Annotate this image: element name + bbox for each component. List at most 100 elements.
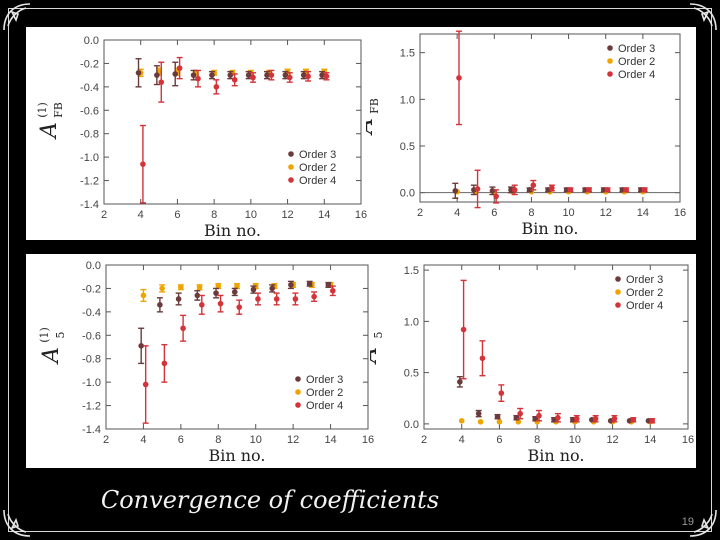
- data-point: [306, 280, 313, 287]
- y-tick-label: 1.0: [400, 94, 415, 106]
- data-point: [458, 418, 465, 424]
- corner-ornament-icon: [3, 3, 31, 31]
- y-axis-label-main: A: [366, 118, 378, 136]
- legend-label: Order 2: [299, 162, 336, 174]
- data-point: [494, 413, 501, 420]
- data-point: [330, 287, 336, 294]
- data-point: [255, 296, 261, 302]
- x-tick-label: 16: [674, 207, 686, 219]
- data-point: [250, 286, 257, 293]
- chart-a5-1: 2 4 6 8 10 12 14 16 0.0 -0.2 -0.4 -0.6 -0.8 -1.0 -1.2 -…: [38, 260, 374, 465]
- data-point: [234, 283, 240, 289]
- x-tick-label: 4: [140, 434, 146, 446]
- corner-ornament-icon: [3, 509, 31, 537]
- legend-label: Order 3: [626, 274, 663, 286]
- data-point: [493, 193, 499, 200]
- y-tick-label: -1.4: [82, 424, 101, 436]
- y-axis-label-sub: 5: [372, 332, 385, 339]
- legend-marker: [295, 402, 301, 408]
- x-tick-label: 8: [211, 209, 217, 221]
- x-tick-label: 8: [528, 207, 534, 219]
- data-point: [319, 72, 325, 78]
- y-tick-label: -0.4: [82, 307, 101, 319]
- y-axis-label-sub: 5: [54, 332, 67, 339]
- x-tick-label: 16: [355, 209, 367, 221]
- corner-ornament-icon: [689, 509, 717, 537]
- legend-label: Order 3: [306, 374, 343, 386]
- x-tick-label: 14: [644, 434, 656, 446]
- data-point: [475, 410, 482, 417]
- x-axis-label: Bin no.: [204, 221, 261, 240]
- x-tick-label: 6: [178, 434, 184, 446]
- y-tick-label: -0.6: [80, 105, 99, 117]
- data-point: [213, 84, 220, 90]
- legend-marker: [295, 389, 301, 395]
- legend-marker: [615, 289, 621, 295]
- y-tick-label: -1.4: [80, 199, 99, 211]
- data-point: [269, 285, 275, 292]
- data-point: [604, 187, 611, 193]
- corner-ornament-icon: [689, 3, 717, 31]
- data-point: [282, 72, 289, 78]
- y-tick-label: 1.0: [404, 316, 419, 328]
- data-point: [157, 302, 163, 308]
- x-tick-label: 10: [569, 434, 581, 446]
- x-tick-label: 14: [324, 434, 336, 446]
- data-point: [172, 71, 179, 77]
- data-point: [194, 292, 201, 299]
- plot-frame: [105, 264, 369, 430]
- x-tick-label: 4: [459, 434, 465, 446]
- legend-marker: [288, 164, 294, 170]
- data-point: [573, 415, 580, 422]
- y-axis-label: A 5(1): [38, 327, 67, 365]
- data-point: [231, 289, 238, 295]
- y-axis-label: A5(2): [370, 332, 385, 365]
- data-point: [176, 65, 183, 71]
- y-axis-label-sup: (1): [36, 102, 49, 118]
- data-point: [236, 304, 243, 310]
- data-point: [457, 379, 463, 385]
- data-point: [549, 185, 555, 191]
- data-point: [513, 414, 520, 421]
- data-point: [215, 283, 222, 289]
- x-tick-label: 2: [101, 209, 107, 221]
- y-tick-label: 0.5: [404, 368, 419, 380]
- page-number: 19: [681, 516, 694, 528]
- legend-label: Order 4: [299, 175, 336, 187]
- x-axis-label: Bin no.: [208, 446, 265, 465]
- x-tick-label: 14: [318, 209, 330, 221]
- x-tick-label: 10: [562, 207, 574, 219]
- y-tick-label: 0.0: [86, 260, 101, 272]
- data-point: [592, 415, 599, 422]
- data-point: [161, 360, 168, 367]
- data-point: [649, 418, 655, 424]
- data-point: [567, 187, 574, 193]
- data-point: [268, 72, 275, 78]
- data-point: [159, 285, 165, 292]
- x-tick-label: 16: [362, 434, 374, 446]
- y-tick-label: 0.0: [400, 188, 415, 200]
- data-point: [630, 416, 637, 423]
- data-point: [273, 296, 280, 302]
- x-tick-label: 12: [287, 434, 299, 446]
- data-point: [135, 70, 142, 76]
- x-tick-label: 2: [417, 207, 423, 219]
- data-point: [496, 419, 503, 425]
- data-point: [511, 187, 518, 193]
- y-axis-label: A FB(1): [36, 102, 65, 140]
- data-point: [305, 73, 311, 80]
- y-tick-label: -0.2: [80, 58, 99, 70]
- data-point: [474, 186, 481, 192]
- y-tick-label: 1.5: [400, 48, 415, 60]
- data-point: [292, 296, 299, 302]
- x-tick-label: 12: [600, 207, 612, 219]
- plot-frame: [419, 33, 681, 203]
- y-tick-label: -1.2: [82, 401, 101, 413]
- data-point: [477, 419, 484, 425]
- x-tick-label: 12: [606, 434, 618, 446]
- y-tick-label: -1.0: [80, 152, 99, 164]
- slide-frame: [8, 8, 712, 532]
- data-point: [586, 187, 592, 193]
- x-tick-label: 4: [454, 207, 460, 219]
- legend-marker: [295, 376, 301, 382]
